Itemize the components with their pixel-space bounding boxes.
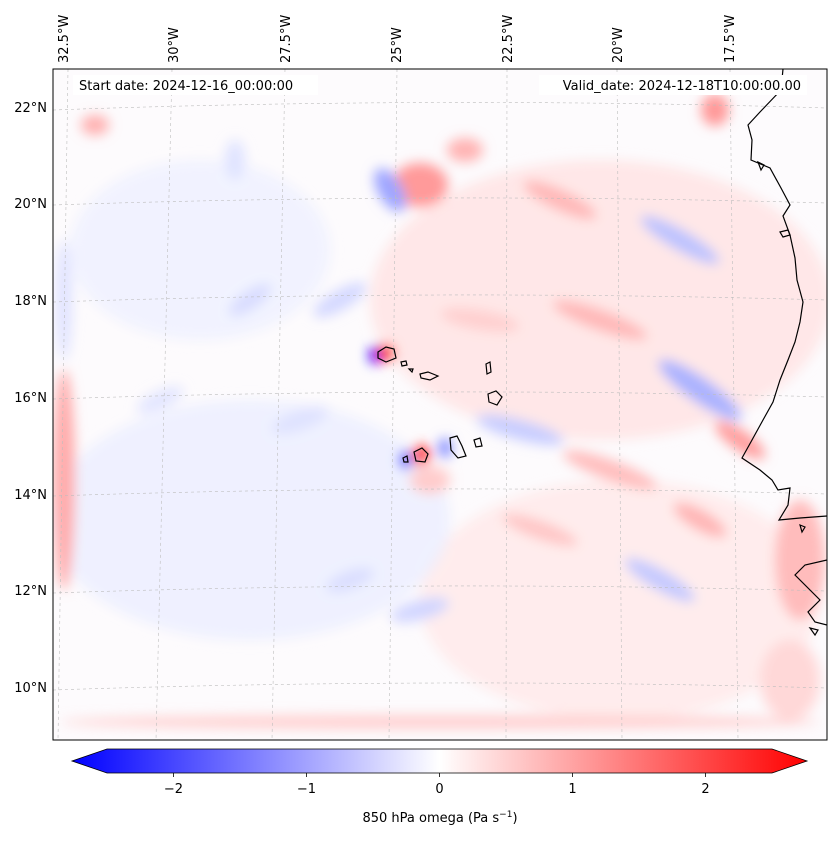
gridline-lat xyxy=(53,682,827,691)
omega-blob xyxy=(760,640,820,720)
island-boa-vista xyxy=(487,390,503,406)
coast-islet xyxy=(779,229,791,238)
omega-blob xyxy=(225,140,245,180)
omega-blob xyxy=(53,400,450,640)
omega-blob xyxy=(476,414,564,446)
island-brava xyxy=(402,455,409,463)
lon-label: 22.5°W xyxy=(501,15,516,63)
african-coastline xyxy=(741,69,827,521)
omega-blob xyxy=(326,567,374,593)
coast-islet xyxy=(799,523,806,534)
gridline-lon xyxy=(57,69,69,740)
island-sao-nicolau xyxy=(419,371,440,381)
colorbar-tick-label: 2 xyxy=(701,782,709,797)
gridline-lat xyxy=(53,391,827,400)
lon-label: 30°W xyxy=(167,27,182,63)
start-date-label: Start date: 2024-12-16_00:00:00 xyxy=(79,79,293,94)
island-sal xyxy=(485,361,492,375)
latitude-labels: 22°N 20°N 18°N 16°N 14°N 12°N 10°N xyxy=(14,101,47,696)
omega-blob xyxy=(438,438,452,458)
island-sao-vicente xyxy=(400,360,408,367)
start-date-box xyxy=(73,75,318,95)
longitude-labels: 32.5°W 30°W 27.5°W 25°W 22.5°W 20°W 17.5… xyxy=(57,15,738,63)
island-santa-luzia xyxy=(407,368,414,374)
lat-label: 20°N xyxy=(14,197,47,212)
lat-label: 22°N xyxy=(14,101,47,116)
island-santo-antao xyxy=(377,346,397,363)
omega-blob xyxy=(701,94,729,126)
omega-blob xyxy=(447,138,483,162)
colorbar-body xyxy=(70,748,809,774)
lat-label: 12°N xyxy=(14,584,47,599)
coastlines xyxy=(377,69,827,637)
lon-label: 32.5°W xyxy=(57,15,72,63)
omega-blob xyxy=(271,406,329,434)
gridline-lon xyxy=(729,69,739,740)
gridline-lon xyxy=(155,69,173,740)
omega-blob xyxy=(53,370,75,590)
valid-date-label: Valid_date: 2024-12-18T10:00:00.00 xyxy=(563,79,801,94)
omega-blob xyxy=(673,502,727,538)
gridline-lat xyxy=(53,197,827,206)
gridline-lat xyxy=(53,585,827,594)
omega-blob xyxy=(228,283,272,317)
island-maio xyxy=(473,437,483,448)
map-panel: Start date: 2024-12-16_00:00:00 Valid_da… xyxy=(14,15,828,741)
gridline-lat xyxy=(53,102,827,111)
gridline-lat xyxy=(53,294,827,303)
omega-blob xyxy=(562,450,658,490)
map-frame xyxy=(52,68,828,741)
omega-blob xyxy=(523,180,597,220)
omega-blob xyxy=(390,597,450,623)
lat-label: 16°N xyxy=(14,391,47,406)
lon-label: 20°W xyxy=(611,27,626,63)
lat-label: 14°N xyxy=(14,488,47,503)
gridline-lon xyxy=(388,69,398,740)
colorbar: −2 −1 0 1 2 850 hPa omega (Pa s−1) xyxy=(70,748,809,826)
omega-blob xyxy=(410,466,450,494)
omega-blob xyxy=(137,386,183,414)
omega-blob xyxy=(56,240,72,360)
omega-blob xyxy=(399,451,411,469)
lat-label: 18°N xyxy=(14,294,47,309)
lon-label: 17.5°W xyxy=(723,15,738,63)
island-fogo xyxy=(413,447,429,463)
lon-label: 25°W xyxy=(390,27,405,63)
valid-date-box xyxy=(539,75,807,95)
colorbar-tick-label: 1 xyxy=(568,782,576,797)
omega-blob xyxy=(420,480,820,720)
omega-blob xyxy=(552,300,648,340)
coast-islet xyxy=(808,627,819,637)
gridline-lon xyxy=(505,69,508,740)
omega-blob xyxy=(70,160,330,340)
graticule xyxy=(53,69,827,740)
colorbar-tick-label: 0 xyxy=(435,782,443,797)
omega-field xyxy=(53,94,827,729)
omega-blob xyxy=(81,115,109,135)
omega-blob xyxy=(625,558,695,602)
lat-label: 10°N xyxy=(14,681,47,696)
omega-blob xyxy=(392,163,448,207)
lon-label: 27.5°W xyxy=(279,15,294,63)
colorbar-tick-label: −1 xyxy=(297,782,316,797)
omega-blob xyxy=(658,359,742,421)
african-coastline-south xyxy=(794,559,827,626)
omega-blob xyxy=(370,160,827,440)
gridline-lat xyxy=(53,488,827,497)
omega-blob xyxy=(640,215,720,265)
colorbar-ticks: −2 −1 0 1 2 xyxy=(164,773,710,797)
colorbar-tick-label: −2 xyxy=(164,782,183,797)
colorbar-label: 850 hPa omega (Pa s−1) xyxy=(362,810,517,826)
omega-blob xyxy=(313,282,367,318)
omega-blob xyxy=(374,168,406,212)
omega-blob xyxy=(60,715,820,729)
omega-blob xyxy=(440,307,520,333)
coast-islet xyxy=(756,160,765,172)
island-santiago xyxy=(449,435,467,459)
omega-blob xyxy=(502,513,578,547)
gridline-lon xyxy=(616,69,623,740)
gridline-lon xyxy=(271,69,286,740)
omega-blob xyxy=(714,420,766,460)
